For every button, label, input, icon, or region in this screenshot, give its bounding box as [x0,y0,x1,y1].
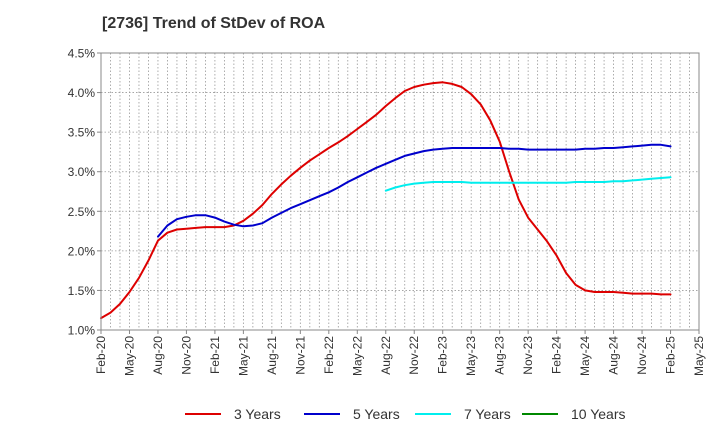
legend-swatch [415,413,451,415]
y-tick-label: 3.5% [68,126,96,140]
x-tick-label: Nov-20 [179,336,193,375]
x-tick-label: Feb-23 [436,336,450,374]
x-tick-label: Feb-25 [664,336,678,374]
x-tick-label: Aug-20 [151,336,165,375]
legend-item-7-years: 7 Years [415,402,511,426]
y-tick-label: 3.0% [68,165,96,179]
chart-title: [2736] Trend of StDev of ROA [102,15,326,32]
x-tick-label: May-25 [692,336,706,376]
x-tick-label: May-22 [350,336,364,376]
plot-area-frame [100,52,700,331]
x-tick-label: May-21 [236,336,250,376]
x-tick-label: May-24 [578,336,592,376]
y-tick-label: 2.5% [68,205,96,219]
x-tick-label: Feb-20 [94,336,108,374]
legend-label: 5 Years [353,406,400,422]
legend-label: 10 Years [571,406,626,422]
grid [101,53,699,330]
axes: 1.0% 1.5% 2.0% 2.5% 3.0% 3.5% 4.0% 4.5% Feb-20 Ma… [68,47,706,377]
legend-swatch [304,413,340,415]
series-line-5-years [157,143,672,238]
x-tick-label: Aug-21 [265,336,279,375]
y-tick-label: 1.5% [68,284,96,298]
x-tick-label: Nov-21 [293,336,307,375]
x-tick-label: Aug-23 [493,336,507,375]
series-line-3-years [100,81,672,320]
legend-item-3-years: 3 Years [185,402,281,426]
x-tick-label: Nov-24 [635,336,649,375]
x-tick-label: Nov-22 [407,336,421,375]
y-tick-label: 4.0% [68,86,96,100]
legend-swatch [185,413,221,415]
legend-label: 7 Years [464,406,511,422]
series-lines [100,81,672,320]
legend-item-10-years: 10 Years [522,402,626,426]
legend-swatch [522,413,558,415]
x-tick-label: Aug-22 [379,336,393,375]
x-tick-label: May-23 [464,336,478,376]
legend-label: 3 Years [234,406,281,422]
y-tick-label: 2.0% [68,244,96,258]
legend: 3 Years 5 Years 7 Years 10 Years [0,402,720,426]
legend-item-5-years: 5 Years [304,402,400,426]
x-tick-label: Feb-21 [208,336,222,374]
x-tick-label: Feb-24 [550,336,564,374]
y-tick-label: 1.0% [68,324,96,338]
y-tick-label: 4.5% [68,47,96,61]
x-tick-label: Nov-23 [521,336,535,375]
x-tick-label: Aug-24 [607,336,621,375]
x-tick-label: May-20 [122,336,136,376]
series-line-7-years [384,176,672,192]
x-tick-label: Feb-22 [322,336,336,374]
